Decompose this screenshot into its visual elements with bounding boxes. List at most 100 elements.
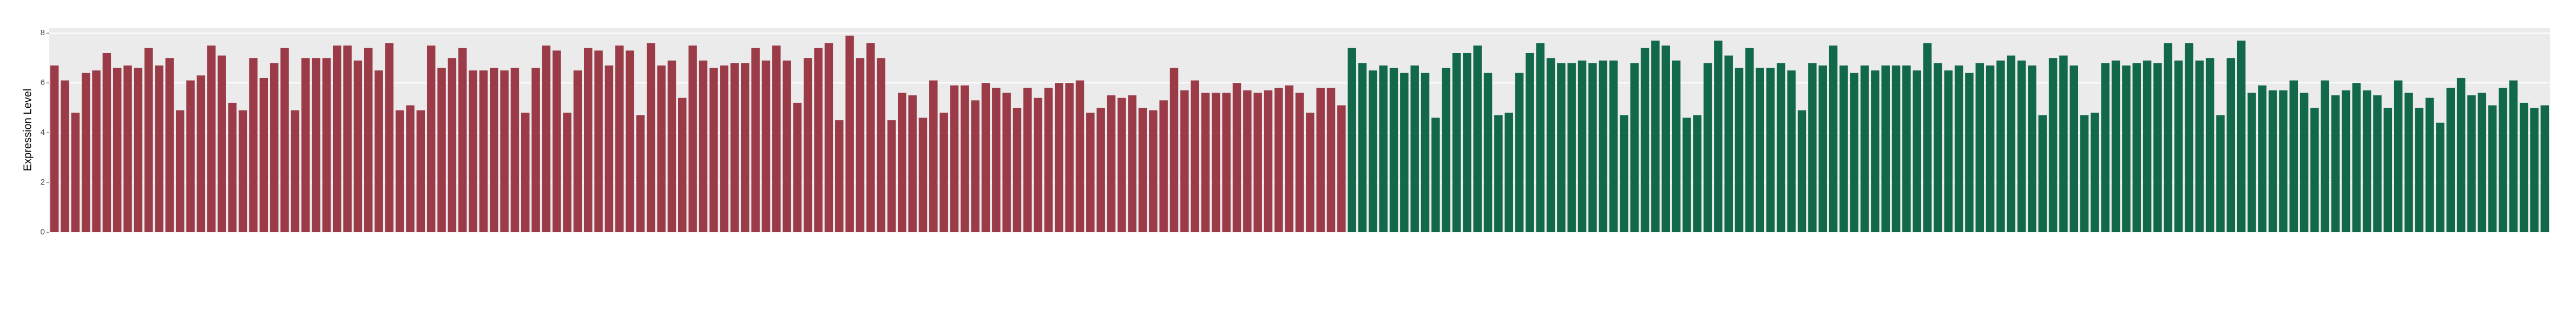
bar bbox=[804, 58, 812, 233]
bar bbox=[113, 68, 122, 232]
bar bbox=[2122, 65, 2131, 233]
bar bbox=[2478, 93, 2487, 232]
bar bbox=[426, 45, 436, 233]
bar bbox=[1683, 117, 1691, 232]
bar bbox=[1630, 63, 1639, 233]
bar bbox=[1191, 80, 1199, 233]
bar bbox=[2017, 60, 2026, 232]
bar bbox=[134, 68, 143, 232]
bar bbox=[2394, 80, 2403, 233]
bar bbox=[175, 110, 185, 232]
bar bbox=[2425, 97, 2434, 232]
bar bbox=[877, 58, 885, 233]
bar bbox=[2299, 93, 2309, 232]
bar bbox=[2321, 80, 2330, 233]
bar bbox=[395, 110, 404, 232]
bar bbox=[741, 63, 750, 233]
bar bbox=[1421, 73, 1430, 232]
bar bbox=[1086, 113, 1095, 232]
bar bbox=[374, 70, 383, 232]
bar bbox=[2048, 58, 2058, 233]
bar bbox=[1369, 70, 1377, 232]
bar bbox=[92, 70, 101, 232]
bar bbox=[1138, 108, 1147, 232]
bar bbox=[2436, 122, 2444, 232]
bar bbox=[2195, 60, 2204, 232]
bar bbox=[1013, 108, 1022, 232]
bar bbox=[2258, 85, 2267, 232]
bar bbox=[2216, 115, 2225, 232]
bar bbox=[1107, 95, 1116, 232]
bar bbox=[1965, 73, 1974, 232]
bar bbox=[1703, 63, 1712, 233]
bar bbox=[2519, 102, 2528, 232]
bar bbox=[2101, 63, 2110, 233]
bar bbox=[647, 43, 655, 233]
bar bbox=[1180, 90, 1189, 232]
bar bbox=[155, 65, 163, 233]
bar bbox=[1222, 93, 1231, 232]
bar bbox=[71, 113, 80, 232]
bar bbox=[2456, 77, 2466, 232]
bar bbox=[2153, 63, 2162, 233]
bar bbox=[2373, 95, 2382, 232]
bar bbox=[238, 110, 247, 232]
bar bbox=[1264, 90, 1273, 232]
bar bbox=[500, 70, 509, 232]
bar bbox=[1400, 73, 1409, 232]
bar bbox=[1169, 68, 1179, 232]
bar bbox=[1934, 63, 1942, 233]
bar bbox=[1159, 100, 1168, 232]
bar bbox=[1546, 58, 1555, 233]
bar bbox=[1023, 88, 1032, 232]
bar bbox=[1902, 65, 1911, 233]
bar bbox=[730, 63, 739, 233]
bar bbox=[594, 50, 603, 232]
bar bbox=[1494, 115, 1503, 232]
bar bbox=[1766, 68, 1775, 232]
bar bbox=[992, 88, 1001, 232]
bar bbox=[1055, 83, 1063, 232]
bar bbox=[1348, 48, 1356, 232]
bar bbox=[2132, 63, 2141, 233]
bar bbox=[2383, 108, 2393, 232]
bar bbox=[1075, 80, 1085, 233]
bar bbox=[332, 45, 341, 233]
bar bbox=[353, 60, 363, 232]
bar bbox=[186, 80, 195, 233]
bar bbox=[1797, 110, 1806, 232]
bar bbox=[385, 43, 394, 233]
bar bbox=[1599, 60, 1607, 232]
y-tick-label: 0 bbox=[41, 227, 45, 237]
bar bbox=[2248, 93, 2256, 232]
bar bbox=[1442, 68, 1450, 232]
bar bbox=[2111, 60, 2120, 232]
bar bbox=[1756, 68, 1764, 232]
bar bbox=[542, 45, 551, 233]
bar bbox=[50, 65, 59, 233]
bar bbox=[2310, 108, 2319, 232]
bar bbox=[1693, 115, 1701, 232]
bar bbox=[2530, 108, 2539, 232]
bar bbox=[2091, 113, 2099, 232]
bar bbox=[793, 102, 802, 232]
bar bbox=[688, 45, 697, 233]
bar bbox=[667, 60, 676, 232]
bar bbox=[2143, 60, 2152, 232]
bar bbox=[2268, 90, 2277, 232]
bar bbox=[1118, 97, 1126, 232]
bar bbox=[657, 65, 666, 233]
bar bbox=[584, 48, 593, 232]
bar bbox=[1891, 65, 1901, 233]
bar bbox=[908, 95, 917, 232]
bar bbox=[1829, 45, 1838, 233]
bar bbox=[1128, 95, 1136, 232]
bar bbox=[2488, 105, 2497, 232]
bar bbox=[1975, 63, 1984, 233]
bar bbox=[898, 93, 906, 232]
bar bbox=[1212, 93, 1220, 232]
bar bbox=[1808, 63, 1817, 233]
bar bbox=[1483, 73, 1493, 232]
bar bbox=[1002, 93, 1011, 232]
bar bbox=[2509, 80, 2518, 233]
